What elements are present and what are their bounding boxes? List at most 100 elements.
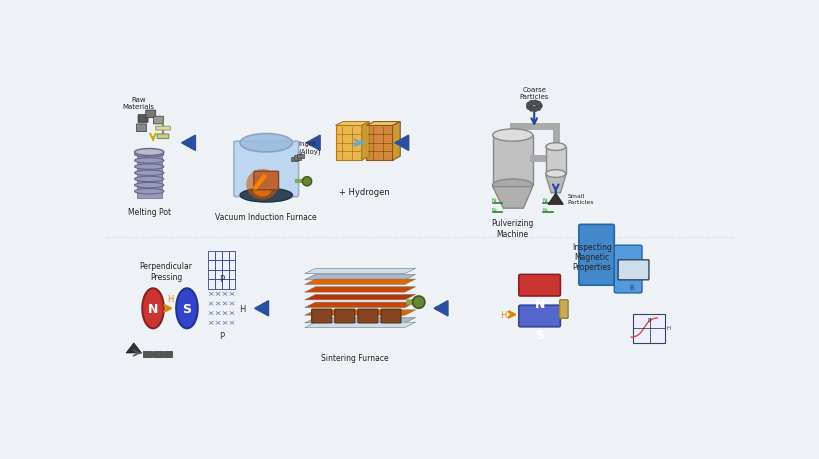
FancyBboxPatch shape bbox=[136, 124, 147, 132]
FancyBboxPatch shape bbox=[518, 306, 559, 327]
FancyBboxPatch shape bbox=[157, 134, 169, 139]
Polygon shape bbox=[305, 280, 415, 285]
Text: P: P bbox=[219, 274, 224, 283]
Circle shape bbox=[532, 107, 537, 112]
Text: N₂: N₂ bbox=[491, 207, 497, 212]
FancyBboxPatch shape bbox=[578, 225, 613, 285]
Ellipse shape bbox=[176, 289, 197, 329]
Polygon shape bbox=[305, 323, 415, 328]
Bar bbox=[492, 136, 532, 186]
Text: B: B bbox=[647, 317, 651, 322]
Text: Coarse
Particles: Coarse Particles bbox=[519, 87, 548, 100]
Polygon shape bbox=[361, 122, 369, 161]
Ellipse shape bbox=[134, 165, 164, 170]
Bar bbox=[153, 352, 161, 357]
FancyBboxPatch shape bbox=[613, 246, 641, 293]
Ellipse shape bbox=[134, 171, 164, 176]
Polygon shape bbox=[305, 302, 415, 308]
Bar bbox=[137, 153, 161, 199]
Text: S: S bbox=[535, 328, 544, 341]
Ellipse shape bbox=[492, 179, 532, 192]
Bar bbox=[296, 154, 304, 159]
Polygon shape bbox=[305, 287, 415, 292]
Ellipse shape bbox=[492, 129, 532, 142]
FancyBboxPatch shape bbox=[381, 309, 400, 323]
Text: N: N bbox=[534, 297, 544, 310]
Polygon shape bbox=[492, 187, 532, 209]
Ellipse shape bbox=[240, 189, 292, 202]
Text: Small
Particles: Small Particles bbox=[567, 193, 593, 204]
Circle shape bbox=[528, 101, 533, 106]
Bar bbox=[215, 261, 221, 270]
Ellipse shape bbox=[134, 183, 164, 188]
Text: Sintering Furnace: Sintering Furnace bbox=[320, 353, 388, 362]
Ellipse shape bbox=[134, 149, 164, 156]
Polygon shape bbox=[305, 269, 415, 274]
Circle shape bbox=[526, 105, 532, 110]
Text: H: H bbox=[500, 310, 506, 319]
Circle shape bbox=[526, 103, 532, 108]
FancyBboxPatch shape bbox=[518, 275, 559, 297]
Text: N₂: N₂ bbox=[491, 198, 497, 203]
Text: B: B bbox=[629, 284, 634, 290]
Text: P: P bbox=[219, 331, 224, 340]
Polygon shape bbox=[305, 295, 415, 300]
Text: H: H bbox=[166, 294, 173, 303]
Bar bbox=[163, 352, 171, 357]
Text: Inspecting
Magnetic
Properties: Inspecting Magnetic Properties bbox=[572, 242, 611, 272]
Bar bbox=[207, 280, 215, 290]
FancyBboxPatch shape bbox=[233, 142, 298, 197]
Text: H: H bbox=[239, 304, 246, 313]
Polygon shape bbox=[335, 122, 369, 126]
FancyBboxPatch shape bbox=[357, 309, 378, 323]
Circle shape bbox=[302, 177, 311, 186]
Polygon shape bbox=[366, 122, 400, 126]
Polygon shape bbox=[126, 343, 142, 353]
Bar bbox=[366, 126, 392, 161]
Bar bbox=[215, 270, 221, 280]
Polygon shape bbox=[255, 301, 269, 316]
Polygon shape bbox=[305, 318, 415, 323]
Text: N: N bbox=[147, 302, 158, 315]
Polygon shape bbox=[306, 136, 319, 151]
Bar bbox=[221, 261, 229, 270]
Circle shape bbox=[535, 102, 541, 107]
Text: H: H bbox=[666, 325, 670, 330]
FancyBboxPatch shape bbox=[311, 309, 332, 323]
Bar bbox=[229, 280, 235, 290]
Bar bbox=[207, 270, 215, 280]
FancyBboxPatch shape bbox=[618, 260, 648, 280]
Text: Vacuum Induction Furnace: Vacuum Induction Furnace bbox=[215, 213, 317, 222]
FancyBboxPatch shape bbox=[146, 111, 156, 118]
Circle shape bbox=[412, 297, 424, 308]
FancyBboxPatch shape bbox=[334, 309, 355, 323]
Polygon shape bbox=[547, 193, 563, 205]
Bar bbox=[143, 352, 152, 357]
Ellipse shape bbox=[252, 179, 272, 197]
Ellipse shape bbox=[134, 152, 164, 157]
FancyBboxPatch shape bbox=[156, 127, 170, 131]
Bar bbox=[221, 270, 229, 280]
Ellipse shape bbox=[246, 169, 278, 200]
Text: S: S bbox=[182, 302, 191, 315]
Ellipse shape bbox=[143, 289, 164, 329]
FancyBboxPatch shape bbox=[254, 172, 278, 190]
Bar bbox=[229, 270, 235, 280]
Bar bbox=[335, 126, 361, 161]
Text: Pulverizing
Machine: Pulverizing Machine bbox=[491, 219, 533, 238]
Polygon shape bbox=[433, 301, 447, 316]
Circle shape bbox=[532, 101, 537, 106]
Bar bbox=[221, 251, 229, 261]
Ellipse shape bbox=[134, 158, 164, 164]
Ellipse shape bbox=[240, 134, 292, 153]
Bar bbox=[215, 251, 221, 261]
Bar bbox=[291, 157, 297, 162]
FancyBboxPatch shape bbox=[632, 314, 664, 343]
Text: + Hydrogen: + Hydrogen bbox=[338, 187, 389, 196]
Polygon shape bbox=[181, 136, 195, 151]
Polygon shape bbox=[395, 136, 408, 151]
Bar bbox=[293, 156, 301, 160]
Text: Raw
Materials: Raw Materials bbox=[122, 97, 154, 110]
Polygon shape bbox=[305, 310, 415, 315]
Text: N₂: N₂ bbox=[542, 198, 548, 203]
